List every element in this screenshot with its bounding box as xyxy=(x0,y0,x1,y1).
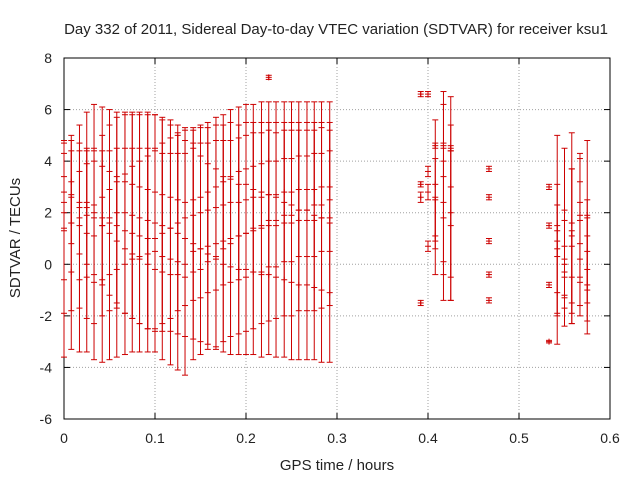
data-point xyxy=(546,281,553,288)
data-point xyxy=(440,103,447,301)
y-axis-label: SDTVAR / TECUs xyxy=(7,178,24,298)
data-point xyxy=(91,103,98,219)
data-point xyxy=(584,235,591,335)
data-point xyxy=(190,127,197,273)
data-point xyxy=(106,109,113,234)
chart-title: Day 332 of 2011, Sidereal Day-to-day VTE… xyxy=(64,21,608,38)
data-point xyxy=(144,114,151,265)
data-point xyxy=(561,245,568,309)
data-point xyxy=(485,194,492,201)
data-point xyxy=(303,101,310,211)
data-point xyxy=(288,101,295,216)
data-point xyxy=(273,101,280,221)
data-point xyxy=(113,111,120,242)
data-point xyxy=(318,101,325,206)
y-tick-label: 6 xyxy=(44,102,52,118)
data-point xyxy=(83,111,90,216)
data-point xyxy=(152,114,158,270)
data-point xyxy=(485,165,492,172)
data-point xyxy=(243,103,249,234)
data-point xyxy=(136,114,143,260)
data-point xyxy=(417,191,424,203)
data-point xyxy=(220,114,227,250)
data-point xyxy=(227,109,234,245)
x-tick-label: 0.3 xyxy=(327,430,347,446)
data-point xyxy=(204,121,211,263)
data-point xyxy=(129,114,136,255)
data-point xyxy=(546,183,553,191)
y-tick-label: 4 xyxy=(44,153,52,169)
x-tick-label: 0 xyxy=(60,430,68,446)
data-points xyxy=(61,74,591,376)
data-point xyxy=(258,101,265,227)
x-tick-label: 0.4 xyxy=(418,430,438,446)
data-point xyxy=(447,124,454,301)
data-point xyxy=(485,238,492,245)
y-tick-label: -2 xyxy=(40,308,53,324)
data-point xyxy=(417,91,424,98)
data-point xyxy=(425,183,431,201)
data-point xyxy=(554,204,561,258)
data-point xyxy=(554,240,561,345)
data-point xyxy=(311,101,318,206)
data-point xyxy=(546,338,553,345)
data-point xyxy=(281,101,288,216)
data-point xyxy=(212,116,219,258)
data-point xyxy=(295,101,302,211)
data-point xyxy=(485,297,492,304)
data-point xyxy=(425,165,431,178)
y-tick-label: 2 xyxy=(44,205,52,221)
data-point xyxy=(174,124,181,276)
axis-ticks: 0 0.1 0.2 0.3 0.4 0.5 0.6 -6 -4 -2 0 2 4 6 8 xyxy=(40,50,620,446)
data-point xyxy=(485,271,492,278)
data-point xyxy=(568,168,575,325)
data-point xyxy=(197,124,204,270)
y-tick-label: -4 xyxy=(40,359,53,375)
data-point xyxy=(68,140,75,224)
data-point xyxy=(265,101,272,221)
data-point xyxy=(576,158,583,283)
data-point xyxy=(61,140,67,214)
data-point xyxy=(99,106,106,227)
data-point xyxy=(159,116,166,273)
x-tick-label: 0.6 xyxy=(600,430,620,446)
data-point xyxy=(182,127,189,278)
data-point xyxy=(76,124,83,219)
data-point xyxy=(417,299,424,307)
x-tick-label: 0.2 xyxy=(236,430,256,446)
data-point xyxy=(546,222,553,229)
x-tick-label: 0.1 xyxy=(145,430,165,446)
y-tick-label: -6 xyxy=(40,411,53,427)
data-point xyxy=(425,240,431,252)
data-point xyxy=(235,106,242,237)
y-tick-label: 8 xyxy=(44,50,52,66)
x-tick-label: 0.5 xyxy=(509,430,529,446)
data-point xyxy=(432,196,439,276)
data-point xyxy=(250,103,257,229)
data-point xyxy=(425,91,431,98)
data-point xyxy=(265,74,272,81)
data-point xyxy=(417,181,424,188)
y-tick-label: 0 xyxy=(44,256,52,272)
data-point xyxy=(167,119,174,276)
x-axis-label: GPS time / hours xyxy=(280,457,394,474)
data-point xyxy=(326,101,333,201)
data-point xyxy=(121,114,128,250)
